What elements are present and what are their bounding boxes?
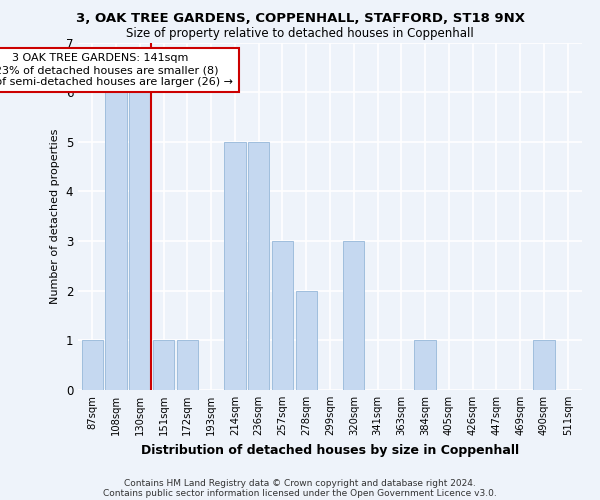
Bar — [533, 340, 554, 390]
Bar — [296, 290, 317, 390]
Bar — [248, 142, 269, 390]
X-axis label: Distribution of detached houses by size in Coppenhall: Distribution of detached houses by size … — [141, 444, 519, 456]
Bar — [153, 340, 174, 390]
Bar — [272, 241, 293, 390]
Bar — [343, 241, 364, 390]
Bar — [224, 142, 245, 390]
Bar — [176, 340, 198, 390]
Bar — [82, 340, 103, 390]
Bar — [415, 340, 436, 390]
Bar — [106, 92, 127, 390]
Text: 3, OAK TREE GARDENS, COPPENHALL, STAFFORD, ST18 9NX: 3, OAK TREE GARDENS, COPPENHALL, STAFFOR… — [76, 12, 524, 26]
Text: Contains public sector information licensed under the Open Government Licence v3: Contains public sector information licen… — [103, 488, 497, 498]
Bar — [129, 92, 151, 390]
Text: Size of property relative to detached houses in Coppenhall: Size of property relative to detached ho… — [126, 28, 474, 40]
Text: 3 OAK TREE GARDENS: 141sqm
← 23% of detached houses are smaller (8)
74% of semi-: 3 OAK TREE GARDENS: 141sqm ← 23% of deta… — [0, 54, 233, 86]
Y-axis label: Number of detached properties: Number of detached properties — [50, 128, 60, 304]
Text: Contains HM Land Registry data © Crown copyright and database right 2024.: Contains HM Land Registry data © Crown c… — [124, 478, 476, 488]
